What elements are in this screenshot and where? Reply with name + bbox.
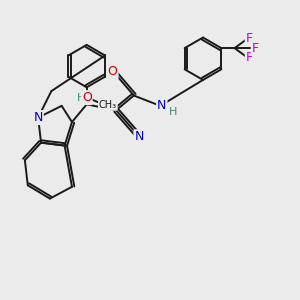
Text: F: F	[252, 42, 259, 55]
Text: N: N	[157, 99, 167, 112]
Text: O: O	[108, 65, 118, 79]
Text: H: H	[169, 107, 177, 117]
Text: CH₃: CH₃	[99, 100, 117, 110]
Text: H: H	[77, 93, 86, 103]
Text: F: F	[246, 51, 253, 64]
Text: O: O	[82, 91, 92, 104]
Text: N: N	[134, 130, 144, 143]
Text: F: F	[246, 32, 253, 45]
Text: N: N	[33, 111, 43, 124]
